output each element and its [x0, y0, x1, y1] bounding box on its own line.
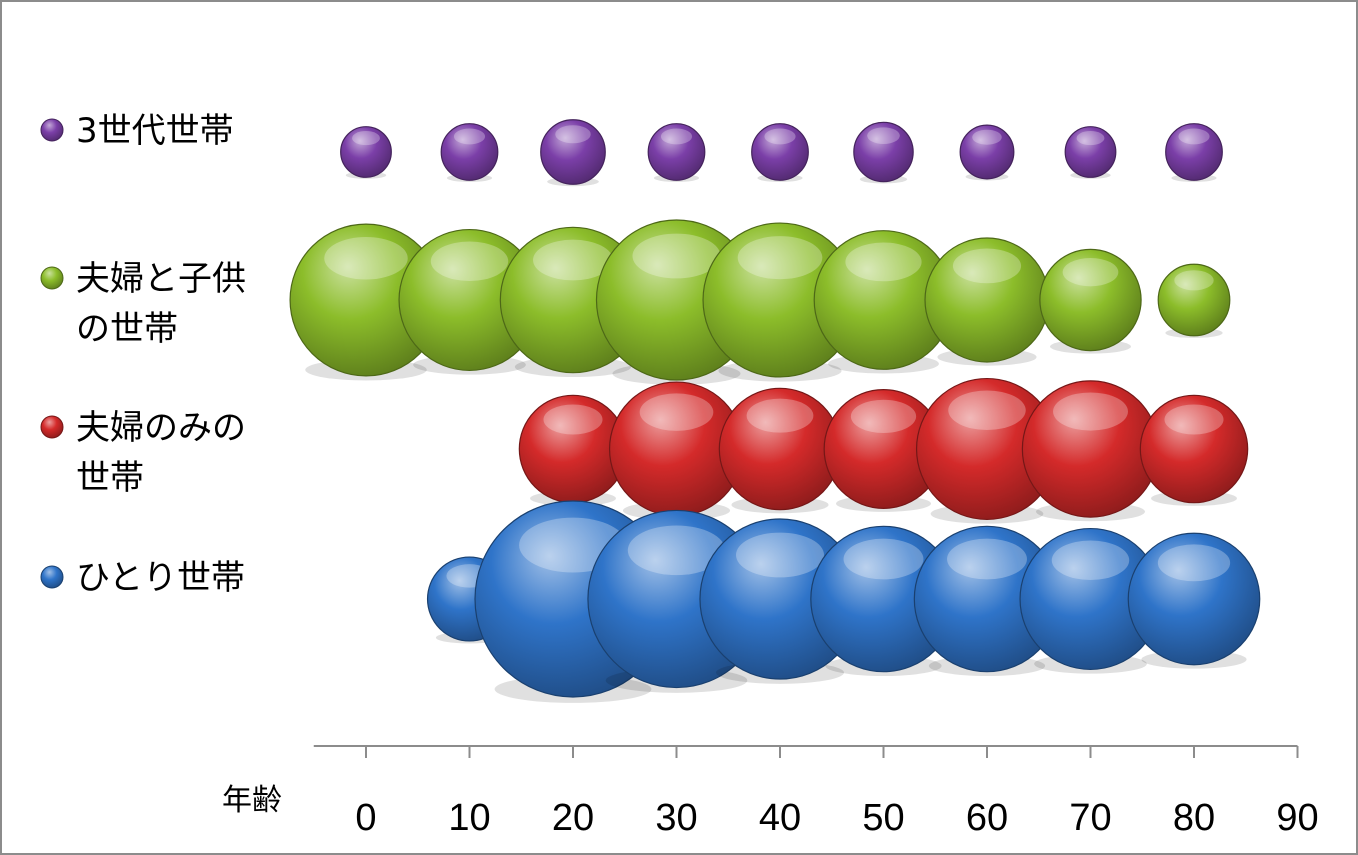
- bubble: [1064, 126, 1117, 178]
- legend-label: 世帯: [76, 458, 144, 498]
- bubble-highlight: [746, 398, 814, 433]
- series-group: [426, 500, 1261, 703]
- x-tick-label: 10: [448, 797, 490, 839]
- x-tick-label: 70: [1069, 797, 1111, 839]
- legend-label: 3世代世帯: [76, 111, 234, 151]
- legend-marker: [40, 266, 64, 290]
- x-tick-label: 80: [1173, 797, 1215, 839]
- x-tick-label: 0: [355, 797, 376, 839]
- legend-label: 夫婦のみの: [76, 408, 246, 448]
- x-axis-title: 年齢: [222, 783, 282, 818]
- bubble: [1165, 123, 1223, 181]
- legend-label: の世帯: [76, 309, 178, 349]
- bubble: [1127, 532, 1261, 666]
- bubble-highlight: [453, 128, 486, 145]
- bubble-highlight: [843, 538, 924, 580]
- bubble-highlight: [430, 241, 509, 281]
- bubble: [751, 123, 809, 181]
- x-tick-label: 90: [1276, 797, 1318, 839]
- bubble-highlight: [972, 129, 1002, 145]
- legend-marker: [40, 415, 64, 439]
- bubble-highlight: [947, 538, 1027, 580]
- bubble: [540, 119, 606, 185]
- x-tick-label: 20: [552, 797, 594, 839]
- bubble-highlight: [850, 399, 917, 433]
- series-group: [340, 119, 1223, 187]
- plot-area: [289, 119, 1261, 703]
- series-group: [289, 219, 1231, 385]
- bubble-highlight: [948, 390, 1026, 430]
- x-tick-label: 50: [862, 797, 904, 839]
- bubble: [1157, 263, 1231, 337]
- bubble: [340, 126, 392, 178]
- bubble-highlight: [1157, 544, 1231, 582]
- bubble-highlight: [1076, 130, 1105, 146]
- bubble-highlight: [627, 525, 726, 576]
- x-tick-label: 40: [759, 797, 801, 839]
- legend-marker: [40, 565, 64, 589]
- bubble-highlight: [735, 532, 825, 578]
- x-tick-label: 60: [966, 797, 1008, 839]
- bubble-highlight: [555, 125, 591, 144]
- legend-marker: [40, 118, 64, 142]
- bubble-highlight: [1062, 257, 1119, 287]
- bubble-highlight: [952, 248, 1022, 284]
- bubble-highlight: [352, 130, 380, 146]
- bubble: [647, 123, 706, 181]
- bubble-highlight: [632, 233, 721, 279]
- bubble-highlight: [639, 393, 714, 431]
- bubble-highlight: [1178, 128, 1210, 145]
- x-tick-label: 30: [655, 797, 697, 839]
- bubble-highlight: [1051, 540, 1130, 580]
- bubble-highlight: [764, 128, 796, 145]
- legend-label: ひとり世帯: [76, 558, 245, 598]
- bubble: [440, 123, 499, 181]
- bubble: [1139, 394, 1249, 504]
- bubble-highlight: [533, 239, 613, 281]
- bubble-highlight: [1053, 392, 1128, 431]
- bubble: [853, 121, 914, 183]
- bubble: [959, 124, 1015, 180]
- bubble-highlight: [845, 242, 922, 282]
- bubble-highlight: [1174, 270, 1214, 291]
- bubble-highlight: [867, 127, 900, 144]
- bubble-highlight: [660, 128, 693, 145]
- legend-label: 夫婦と子供: [76, 259, 246, 299]
- bubble: [1039, 248, 1142, 352]
- bubble-highlight: [1164, 404, 1224, 435]
- bubble-highlight: [324, 236, 408, 280]
- bubble-highlight: [737, 236, 823, 280]
- series-group: [518, 377, 1249, 524]
- x-axis: 0 10 20 30 40 50 60 70 80 90 年齢: [222, 745, 1319, 839]
- bubble-highlight: [543, 404, 603, 435]
